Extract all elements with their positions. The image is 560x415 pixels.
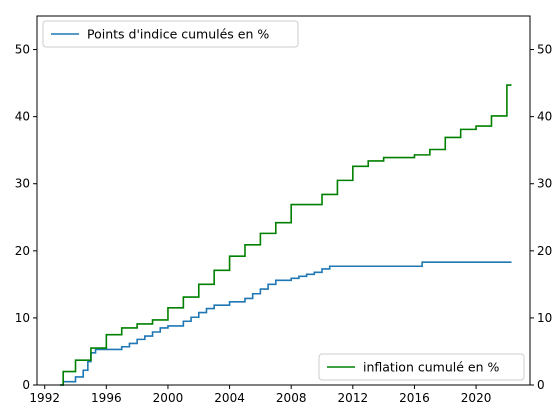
y-right-tick-label: 40	[537, 110, 552, 124]
y-left-tick-label: 50	[15, 43, 30, 57]
y-left-tick-label: 0	[22, 378, 30, 392]
legend-box	[42, 20, 299, 48]
plot-layer	[60, 84, 512, 386]
legend-layer: Points d'indice cumulés en % inflation cu…	[42, 20, 525, 381]
legend-2: inflation cumulé en %	[318, 353, 525, 381]
legend-1: Points d'indice cumulés en %	[42, 20, 299, 48]
x-tick-label: 2008	[276, 391, 307, 405]
x-tick-label: 2012	[338, 391, 369, 405]
y-left-tick-label: 40	[15, 110, 30, 124]
x-tick-label: 2000	[153, 391, 184, 405]
y-left-tick-label: 10	[15, 311, 30, 325]
y-right-tick-label: 0	[537, 378, 545, 392]
x-tick-label: 2016	[399, 391, 430, 405]
x-tick-label: 2020	[461, 391, 492, 405]
x-tick-label: 1992	[29, 391, 60, 405]
y-left-tick-label: 30	[15, 177, 30, 191]
legend-box	[318, 353, 525, 381]
legend-label: inflation cumulé en %	[363, 360, 499, 375]
series-line-1	[60, 261, 512, 386]
y-right-tick-label: 10	[537, 311, 552, 325]
y-left-tick-label: 20	[15, 244, 30, 258]
series-line-2	[60, 84, 512, 386]
x-tick-label: 2004	[214, 391, 245, 405]
legend-label: Points d'indice cumulés en %	[87, 27, 269, 42]
x-tick-label: 1996	[91, 391, 122, 405]
plot-frame	[36, 15, 531, 386]
y-right-tick-label: 50	[537, 43, 552, 57]
y-right-tick-label: 20	[537, 244, 552, 258]
y-right-tick-label: 30	[537, 177, 552, 191]
